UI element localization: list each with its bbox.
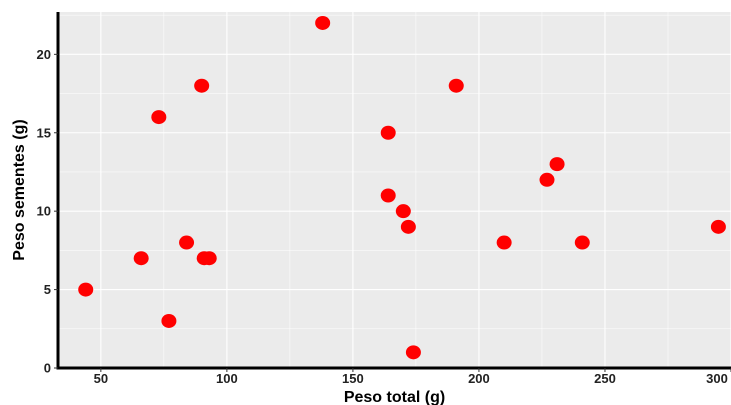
x-tick-label: 250 (594, 371, 616, 386)
y-tick-label: 0 (44, 361, 51, 376)
plot-panel (58, 12, 731, 368)
x-axis-title: Peso total (g) (344, 389, 445, 405)
scatter-point (380, 188, 396, 203)
scatter-point (448, 78, 464, 93)
y-tick-label: 15 (37, 125, 51, 140)
y-axis-title: Peso sementes (g) (11, 119, 28, 260)
scatter-point (405, 345, 421, 360)
y-tick-label: 10 (37, 204, 51, 219)
scatter-point (496, 235, 512, 250)
scatter-point (133, 251, 149, 266)
scatter-point (395, 204, 411, 219)
scatter-point (539, 172, 555, 187)
scatter-point (78, 282, 94, 297)
y-tick-label: 5 (44, 282, 51, 297)
data-points (78, 15, 726, 360)
scatter-point (315, 15, 331, 30)
scatter-point (151, 110, 167, 125)
x-tick-label: 150 (342, 371, 364, 386)
scatter-point (574, 235, 590, 250)
scatter-point (194, 78, 210, 93)
axes: 50 100 150 200 250 300 0 5 10 15 20 (37, 12, 731, 386)
x-tick-label: 200 (468, 371, 490, 386)
scatter-point (400, 219, 416, 234)
scatter-point (380, 125, 396, 140)
y-tick-label: 20 (37, 47, 51, 62)
x-tick-label: 100 (216, 371, 238, 386)
scatter-point (201, 251, 217, 266)
x-tick-label: 300 (706, 371, 728, 386)
x-tick-label: 50 (94, 371, 108, 386)
scatter-point (710, 219, 726, 234)
scatter-point (549, 157, 565, 172)
scatter-point (161, 313, 177, 328)
scatter-point (179, 235, 195, 250)
